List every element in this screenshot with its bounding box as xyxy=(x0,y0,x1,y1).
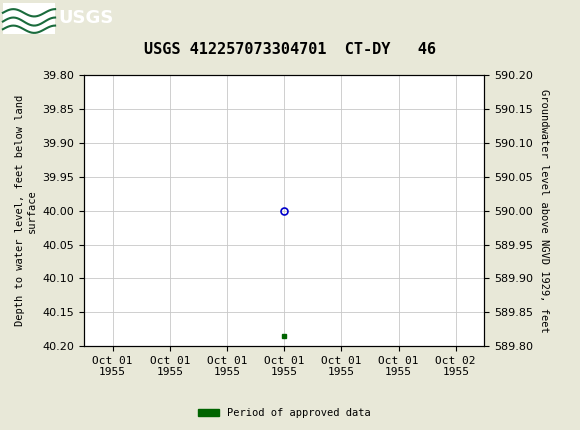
Text: USGS 412257073304701  CT-DY   46: USGS 412257073304701 CT-DY 46 xyxy=(144,42,436,57)
Bar xyxy=(3,3,55,34)
Legend: Period of approved data: Period of approved data xyxy=(194,404,375,422)
Y-axis label: Groundwater level above NGVD 1929, feet: Groundwater level above NGVD 1929, feet xyxy=(539,89,549,332)
Text: USGS: USGS xyxy=(58,9,113,27)
Y-axis label: Depth to water level, feet below land
surface: Depth to water level, feet below land su… xyxy=(15,95,37,326)
